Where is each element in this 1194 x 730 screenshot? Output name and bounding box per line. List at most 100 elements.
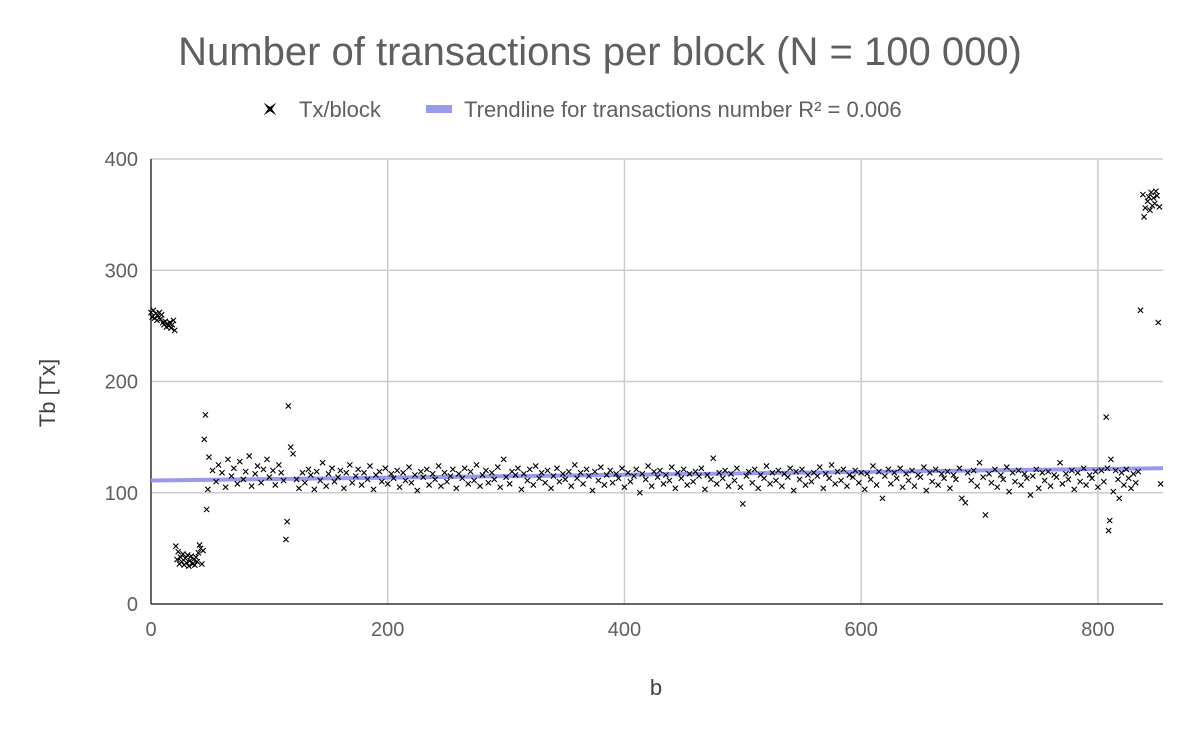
data-point (988, 479, 995, 486)
data-point (790, 487, 797, 494)
data-point (1115, 476, 1122, 483)
data-point (553, 465, 560, 472)
data-point (1027, 491, 1034, 498)
data-point (1071, 486, 1078, 493)
data-point (1106, 517, 1113, 524)
data-point (1112, 467, 1119, 474)
data-point (625, 469, 631, 476)
data-point (358, 481, 365, 488)
data-point (1086, 471, 1093, 478)
data-point (1041, 477, 1048, 484)
data-point (763, 463, 770, 470)
data-point (175, 548, 182, 555)
data-point (589, 487, 596, 494)
data-point (1088, 475, 1095, 482)
data-point (396, 484, 403, 491)
data-point (264, 456, 270, 463)
data-point (242, 468, 249, 475)
data-point (1104, 465, 1111, 472)
data-point (950, 471, 957, 478)
data-point (1118, 469, 1125, 476)
data-point (1154, 192, 1161, 199)
x-tick-label: 400 (608, 619, 641, 641)
data-point (1003, 464, 1010, 471)
data-point (182, 555, 189, 562)
data-point (432, 476, 439, 483)
data-point (820, 485, 827, 492)
data-point (1068, 467, 1075, 474)
data-point (1150, 194, 1157, 201)
data-point (394, 467, 401, 474)
data-point (370, 486, 377, 493)
data-point (654, 474, 661, 481)
data-point (799, 466, 805, 473)
data-point (701, 486, 708, 493)
data-point (420, 474, 427, 481)
data-point (467, 468, 474, 475)
data-point (198, 560, 205, 567)
data-point (520, 470, 527, 477)
data-point (485, 479, 492, 486)
data-point (997, 471, 1004, 478)
data-point (1021, 470, 1028, 477)
data-point (964, 469, 971, 476)
data-point (858, 469, 865, 476)
x-tick-label: 600 (844, 619, 877, 641)
data-point (1123, 466, 1130, 473)
data-point (722, 467, 729, 474)
data-point (893, 475, 900, 482)
data-point (1045, 468, 1052, 475)
data-point (284, 518, 291, 525)
data-point (861, 486, 868, 493)
data-point (200, 547, 207, 554)
data-point (1015, 467, 1022, 474)
data-point (441, 469, 448, 476)
data-point (1144, 198, 1151, 205)
data-point (349, 479, 356, 486)
data-point (911, 483, 918, 490)
data-point (1132, 479, 1139, 486)
data-point (591, 468, 598, 475)
data-point (183, 559, 190, 566)
data-point (196, 542, 203, 549)
data-point (905, 477, 912, 484)
data-point (174, 556, 181, 563)
data-point (607, 467, 614, 474)
data-point (1077, 478, 1084, 485)
data-point (471, 477, 478, 484)
data-point (287, 444, 294, 451)
data-point (739, 500, 746, 507)
data-point (222, 484, 229, 491)
data-point (548, 485, 555, 492)
data-point (568, 483, 575, 490)
data-point (648, 483, 655, 490)
data-point (215, 461, 222, 468)
data-point (1152, 188, 1159, 195)
data-point (674, 469, 681, 476)
data-point (909, 467, 916, 474)
data-point (388, 470, 395, 477)
data-point (556, 478, 563, 485)
x-axis-ticks: 0 200 400 600 800 (145, 619, 1114, 641)
data-point (317, 477, 324, 484)
data-point (574, 475, 581, 482)
data-point (958, 495, 965, 502)
data-point (680, 466, 687, 473)
data-point (423, 466, 430, 473)
data-point (195, 549, 202, 556)
data-point (834, 468, 841, 475)
data-points (148, 188, 1164, 570)
y-tick-label: 100 (105, 483, 138, 505)
data-point (733, 465, 740, 472)
data-point (559, 470, 566, 477)
data-point (473, 461, 480, 468)
data-point (897, 465, 904, 472)
data-point (213, 478, 220, 485)
data-point (935, 481, 942, 488)
data-point (731, 477, 738, 484)
data-point (337, 467, 344, 474)
data-point (630, 473, 637, 480)
data-point (704, 471, 711, 478)
data-point (627, 478, 634, 485)
data-point (974, 483, 981, 490)
